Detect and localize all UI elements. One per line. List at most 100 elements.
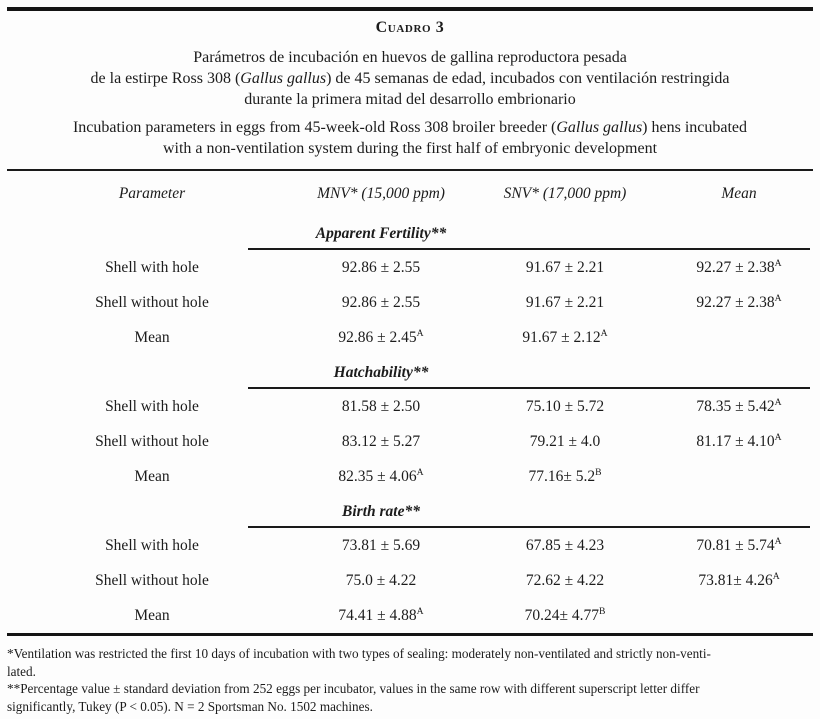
cell-mean: 92.27 ± 2.38A (665, 257, 813, 277)
row-label: Shell with hole (105, 536, 199, 554)
cell-snv: 91.67 ± 2.21 (465, 259, 665, 277)
cell-mean: 78.35 ± 5.42A (665, 396, 813, 416)
cell-value: 72.62 ± 4.22 (525, 571, 605, 589)
cell-value: 70.81 ± 5.74 (696, 536, 775, 554)
title-english-line1: Incubation parameters in eggs from 45-we… (7, 117, 813, 138)
superscript: B (598, 605, 606, 617)
cell-value: 73.81± 4.26 (698, 571, 773, 589)
section-title-hatchability: Hatchability** (333, 364, 429, 381)
cell-snv: 77.16± 5.2B (465, 466, 665, 486)
header-top-rule (7, 169, 813, 171)
table-row: Shell with hole 92.86 ± 2.55 91.67 ± 2.2… (7, 250, 813, 285)
column-header-mean: Mean (721, 184, 757, 202)
table-row: Shell without hole 92.86 ± 2.55 91.67 ± … (7, 285, 813, 320)
cell-value: 81.17 ± 4.10 (696, 432, 775, 450)
title-english: Incubation parameters in eggs from 45-we… (7, 117, 813, 159)
cell-mnv: 92.86 ± 2.55 (297, 259, 465, 277)
section-title-birth-rate: Birth rate** (342, 503, 420, 520)
cell-value: 91.67 ± 2.21 (525, 293, 605, 311)
cell-snv: 91.67 ± 2.12A (465, 327, 665, 347)
cell-value: 81.58 ± 2.50 (341, 397, 421, 415)
row-label: Shell without hole (95, 432, 209, 450)
title-spanish-line2-post: ) de 45 semanas de edad, incubados con v… (326, 70, 730, 87)
title-spanish-line3: durante la primera mitad del desarrollo … (244, 91, 576, 108)
cell-mnv: 74.41 ± 4.88A (297, 605, 465, 625)
cell-snv: 70.24± 4.77B (465, 605, 665, 625)
cell-mnv: 92.86 ± 2.55 (297, 294, 465, 312)
cell-mean: 73.81± 4.26A (665, 570, 813, 590)
species-name-italic: Gallus gallus (240, 70, 327, 87)
cell-snv: 75.10 ± 5.72 (465, 398, 665, 416)
cell-value: 92.27 ± 2.38 (696, 293, 775, 311)
superscript: B (595, 466, 602, 478)
cell-value: 70.24± 4.77 (524, 606, 599, 624)
title-english-line2: with a non-ventilation system during the… (162, 140, 658, 157)
superscript: A (600, 327, 608, 339)
footnotes: *Ventilation was restricted the first 10… (7, 645, 813, 715)
superscript: A (416, 605, 424, 617)
cell-mnv: 81.58 ± 2.50 (297, 398, 465, 416)
superscript: A (772, 570, 780, 582)
cell-value: 91.67 ± 2.12 (522, 328, 601, 346)
cell-value: 73.81 ± 5.69 (341, 536, 421, 554)
cell-mean: 70.81 ± 5.74A (665, 536, 813, 555)
cell-value: 74.41 ± 4.88 (338, 606, 417, 624)
title-english-line1-post: ) hens incubated (642, 119, 748, 136)
row-label: Mean (134, 328, 170, 346)
table-row: Mean 82.35 ± 4.06A 77.16± 5.2B (7, 459, 813, 494)
cell-value: 92.27 ± 2.38 (696, 258, 775, 276)
cell-value: 91.67 ± 2.21 (525, 258, 605, 276)
title-english-line1-pre: Incubation parameters in eggs from 45-we… (72, 119, 557, 136)
table-row: Shell without hole 75.0 ± 4.22 72.62 ± 4… (7, 563, 813, 598)
section-rule (248, 248, 810, 250)
title-spanish-line2-pre: de la estirpe Ross 308 ( (90, 70, 241, 87)
superscript: A (416, 466, 424, 478)
cell-value: 67.85 ± 4.23 (525, 536, 605, 554)
section-rule (248, 526, 810, 528)
superscript: A (774, 431, 782, 443)
cell-value: 82.35 ± 4.06 (338, 467, 417, 485)
cell-mnv: 83.12 ± 5.27 (297, 433, 465, 451)
cell-value: 78.35 ± 5.42 (696, 397, 775, 415)
table-area: Cuadro 3 Parámetros de incubación en hue… (7, 7, 813, 715)
cell-value: 75.10 ± 5.72 (525, 397, 605, 415)
footnote-percentage-line1: **Percentage value ± standard deviation … (7, 681, 700, 696)
cell-snv: 91.67 ± 2.21 (465, 294, 665, 312)
cell-mean: 81.17 ± 4.10A (665, 431, 813, 451)
cell-value: 77.16± 5.2 (528, 467, 596, 485)
footnote-ventilation-line1: *Ventilation was restricted the first 10… (7, 646, 711, 661)
row-label: Shell without hole (95, 293, 209, 311)
column-header-parameter: Parameter (118, 184, 186, 202)
table-row: Shell with hole 81.58 ± 2.50 75.10 ± 5.7… (7, 389, 813, 424)
superscript: A (416, 327, 424, 339)
cell-snv: 67.85 ± 4.23 (465, 537, 665, 555)
table-row: Shell with hole 73.81 ± 5.69 67.85 ± 4.2… (7, 528, 813, 563)
section-rule (248, 387, 810, 389)
superscript: A (774, 396, 782, 408)
cell-value: 79.21 ± 4.0 (529, 432, 601, 450)
section-title-apparent-fertility: Apparent Fertility** (315, 225, 447, 242)
cell-mnv: 73.81 ± 5.69 (297, 537, 465, 555)
cell-value: 92.86 ± 2.55 (341, 258, 421, 276)
row-label: Mean (134, 467, 170, 485)
table-row: Mean 74.41 ± 4.88A 70.24± 4.77B (7, 598, 813, 633)
species-name-italic: Gallus gallus (556, 119, 643, 136)
row-label: Shell without hole (95, 571, 209, 589)
column-header-row: Parameter MNV* (15,000 ppm) SNV* (17,000… (7, 171, 813, 216)
row-label: Shell with hole (105, 258, 199, 276)
table-row: Mean 92.86 ± 2.45A 91.67 ± 2.12A (7, 320, 813, 355)
cell-value: 75.0 ± 4.22 (345, 571, 417, 589)
cell-mnv: 75.0 ± 4.22 (297, 572, 465, 590)
cell-value: 83.12 ± 5.27 (341, 432, 421, 450)
title-spanish: Parámetros de incubación en huevos de ga… (7, 47, 813, 110)
cell-snv: 72.62 ± 4.22 (465, 572, 665, 590)
bottom-rule (7, 633, 813, 636)
cell-mean: 92.27 ± 2.38A (665, 293, 813, 312)
table-row: Shell without hole 83.12 ± 5.27 79.21 ± … (7, 424, 813, 459)
superscript: A (774, 257, 782, 269)
column-header-snv: SNV* (17,000 ppm) (503, 184, 627, 202)
row-label: Mean (134, 606, 170, 624)
table-caption-label: Cuadro 3 (375, 19, 445, 36)
row-label: Shell with hole (105, 397, 199, 415)
